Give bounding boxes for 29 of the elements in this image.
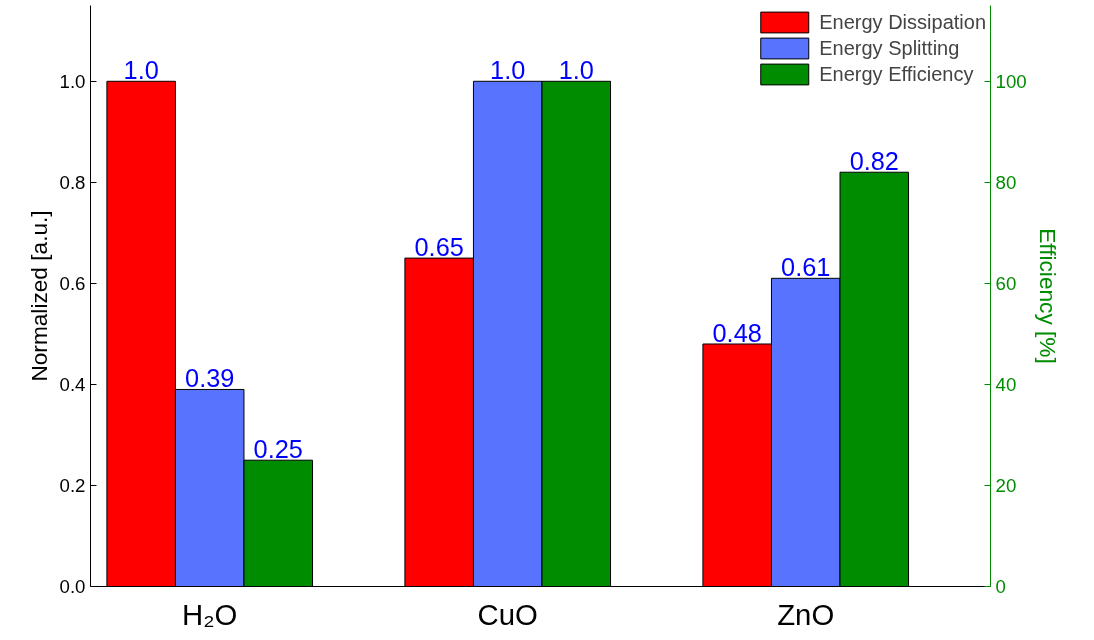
data-label: 0.82 [849, 147, 899, 176]
data-label: 0.39 [185, 364, 235, 393]
data-label: 0.25 [253, 435, 303, 464]
data-label: 0.61 [781, 253, 831, 282]
y2-tick-label: 40 [995, 373, 1017, 395]
y2-tick-label: 100 [995, 70, 1027, 92]
x-tick-label: ZnO [777, 597, 835, 631]
data-label: 1.0 [490, 56, 526, 85]
y-tick-label: 1.0 [59, 70, 86, 92]
data-label: 1.0 [123, 56, 159, 85]
y2-tick-label: 60 [995, 272, 1017, 294]
y-tick-label: 0.2 [59, 474, 86, 496]
y-tick-label: 0.4 [59, 373, 86, 395]
y-tick-label: 0.8 [59, 171, 86, 193]
y2-tick-label: 0 [995, 576, 1006, 597]
data-label: 1.0 [558, 56, 594, 85]
legend-label: Energy Dissipation [819, 10, 986, 34]
y2-axis-title: Efficiency [%] [1034, 228, 1061, 364]
y2-tick-label: 80 [995, 171, 1017, 193]
x-tick-label: H₂O [182, 597, 238, 631]
x-tick-label: CuO [477, 597, 538, 631]
data-label: 0.48 [712, 319, 762, 347]
data-label: 0.65 [414, 233, 464, 262]
legend-label: Energy Splitting [819, 36, 960, 60]
legend-label: Energy Efficiency [819, 62, 974, 86]
y-tick-label: 0.0 [59, 576, 86, 597]
y-axis-title: Normalized [a.u.] [25, 210, 52, 382]
y2-tick-label: 20 [995, 474, 1017, 496]
y-tick-label: 0.6 [59, 272, 86, 294]
